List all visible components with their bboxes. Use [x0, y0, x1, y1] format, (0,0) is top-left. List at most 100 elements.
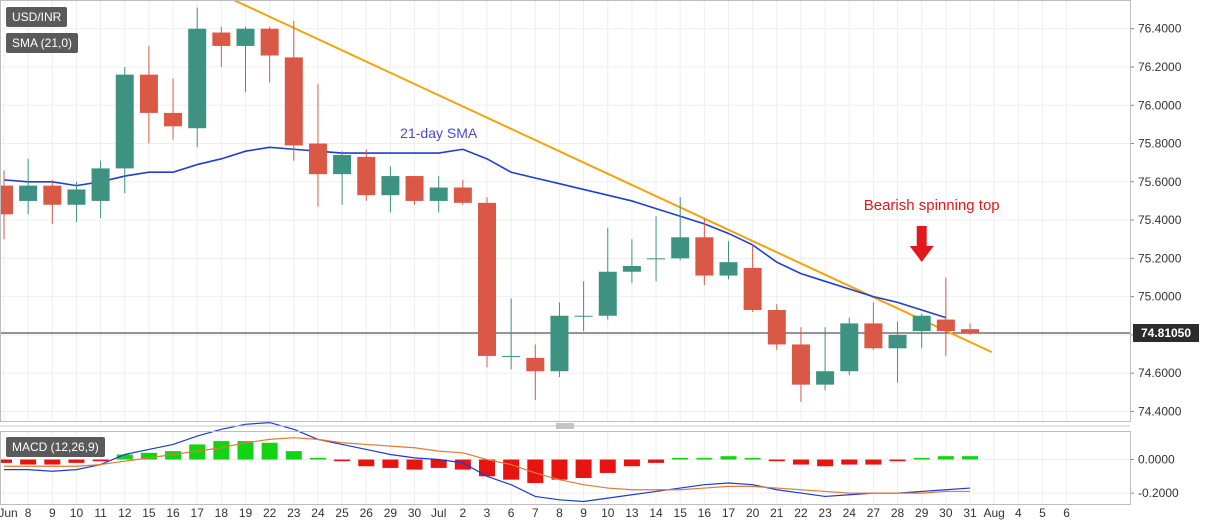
x-tick-label: 8 — [556, 506, 563, 520]
sma-annotation: 21-day SMA — [400, 125, 478, 141]
x-tick-label: 14 — [649, 506, 663, 520]
macd-bar — [889, 459, 906, 462]
candle-body — [381, 176, 400, 196]
x-tick-label: Jul — [431, 506, 446, 520]
candle-body — [912, 315, 931, 332]
candle — [43, 179, 62, 224]
macd-bar — [575, 459, 592, 478]
candle — [888, 321, 907, 383]
y-tick-label: 0.0000 — [1138, 453, 1175, 467]
x-tick-label: 25 — [335, 506, 349, 520]
pane-resize-handle[interactable] — [0, 421, 1130, 431]
macd-bar — [140, 452, 157, 460]
candle-body — [767, 310, 786, 345]
x-tick-label: 22 — [263, 506, 277, 520]
macd-pane-frame — [0, 431, 1131, 505]
candle-body — [19, 185, 38, 201]
candle — [961, 323, 979, 335]
macd-indicator-label: MACD (12,26,9) — [6, 437, 105, 457]
macd-bar — [551, 459, 568, 480]
candle-body — [502, 355, 521, 357]
x-tick-label: 29 — [384, 506, 398, 520]
candle — [478, 197, 496, 368]
macd-bar — [92, 459, 109, 462]
candle — [719, 241, 738, 280]
candle-body — [453, 187, 472, 203]
x-tick-label: 8 — [25, 506, 32, 520]
candle — [139, 45, 158, 144]
candle — [91, 160, 110, 219]
annotations: 21-day SMA Bearish spinning top — [400, 125, 1000, 262]
macd-lines — [4, 422, 971, 503]
y-tick-label: 76.4000 — [1138, 22, 1182, 36]
macd-line — [4, 422, 971, 503]
macd-bar — [358, 459, 375, 467]
x-tick-label: 6 — [508, 506, 515, 520]
candle — [550, 302, 569, 377]
time-axis: Jun 8 9 10 11 12 15 16 17 18 19 22 23 24 25 26 29 30 Jul 2 3… — [0, 506, 1070, 520]
macd-bar — [841, 459, 858, 465]
candle — [647, 216, 666, 282]
y-tick-label: 75.0000 — [1138, 290, 1182, 304]
candle — [429, 176, 448, 213]
candle-body — [695, 237, 714, 276]
candle-body — [936, 319, 955, 332]
x-tick-label: 10 — [601, 506, 615, 520]
candle-body — [139, 74, 158, 113]
macd-bar — [744, 457, 761, 460]
x-tick-label: 16 — [166, 506, 180, 520]
y-tick-label: 74.4000 — [1138, 404, 1182, 418]
macd-bar — [503, 459, 520, 480]
arrow-down-icon — [916, 225, 927, 248]
y-tick-label: 75.2000 — [1138, 251, 1182, 265]
candle — [767, 304, 786, 351]
macd-bar — [213, 441, 230, 460]
macd-bar — [309, 457, 326, 460]
x-tick-label: 4 — [1015, 506, 1022, 520]
macd-bar — [527, 459, 544, 484]
candle — [115, 66, 134, 194]
macd-bar — [189, 444, 206, 460]
x-tick-label: 15 — [674, 506, 688, 520]
macd-bar — [696, 457, 713, 460]
macd-bar — [648, 459, 665, 463]
y-tick-label: 75.4000 — [1138, 213, 1182, 227]
macd-bar — [68, 459, 85, 463]
macd-bar — [285, 451, 302, 460]
candle-body — [91, 168, 110, 201]
candle — [622, 239, 641, 284]
resistance-trendline — [231, 0, 993, 354]
macd-bar — [599, 459, 616, 473]
candle — [236, 26, 255, 92]
x-tick-label: 23 — [818, 506, 832, 520]
macd-bar — [430, 459, 447, 468]
x-tick-label: 22 — [794, 506, 808, 520]
candle-body — [236, 28, 255, 46]
x-tick-label: 27 — [867, 506, 881, 520]
candle-body — [357, 156, 376, 196]
macd-bar — [237, 441, 254, 460]
candle — [0, 170, 13, 240]
candle — [840, 317, 859, 376]
x-tick-label: 9 — [580, 506, 587, 520]
macd-bar — [817, 459, 834, 467]
sma-21-line — [3, 146, 947, 319]
candle-body — [212, 32, 231, 46]
x-tick-label: 17 — [722, 506, 736, 520]
candle — [816, 327, 835, 391]
candle-body — [622, 265, 641, 272]
x-tick-label: 11 — [94, 506, 107, 520]
x-tick-label: 20 — [746, 506, 760, 520]
candle-body — [864, 323, 883, 349]
candle-body — [284, 57, 303, 146]
candle-body — [43, 185, 62, 205]
candle — [405, 176, 424, 205]
candle-body — [164, 112, 183, 127]
macd-bar — [768, 459, 785, 462]
candle-body — [888, 334, 907, 349]
candle — [67, 181, 86, 222]
candle — [333, 151, 352, 205]
macd-bar — [165, 451, 182, 460]
price-pane-frame — [0, 0, 1131, 422]
